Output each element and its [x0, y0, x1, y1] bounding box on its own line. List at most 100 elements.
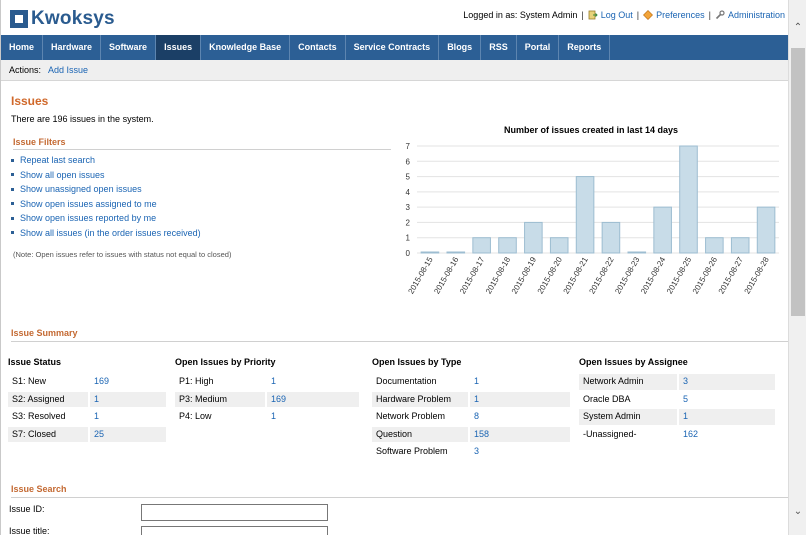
wrench-icon [715, 10, 725, 20]
priority-label: P1: High [179, 376, 214, 386]
separator: | [708, 10, 711, 20]
status-count-link[interactable]: 169 [94, 376, 110, 386]
bullet-icon [11, 187, 14, 191]
scroll-down-icon[interactable]: ⌄ [793, 506, 803, 517]
nav-blogs[interactable]: Blogs [439, 35, 482, 60]
priority-heading: Open Issues by Priority [175, 357, 276, 367]
type-column: Open Issues by Type Documentation 1 Hardw… [372, 357, 572, 461]
issue-id-input[interactable] [141, 504, 328, 521]
status-count-link[interactable]: 1 [90, 391, 166, 407]
status-row: S3: Resolved 1 [8, 408, 168, 426]
administration-link[interactable]: Administration [727, 10, 785, 20]
chart-title: Number of issues created in last 14 days [504, 125, 678, 135]
status-label: S1: New [12, 376, 47, 386]
nav-knowledge-base[interactable]: Knowledge Base [201, 35, 291, 60]
priority-label: P3: Medium [175, 391, 265, 407]
type-count-link[interactable]: 158 [470, 426, 570, 442]
issue-title-label: Issue title: [9, 526, 50, 535]
x-tick-label: 2015-08-27 [717, 255, 746, 295]
status-label: S7: Closed [8, 426, 88, 442]
priority-count-link[interactable]: 1 [271, 411, 277, 421]
type-count-link[interactable]: 3 [474, 446, 480, 456]
assignee-label: Oracle DBA [583, 393, 631, 404]
filter-assigned-to-me[interactable]: Show open issues assigned to me [20, 198, 157, 209]
issue-filters-list: Repeat last search Show all open issues … [11, 153, 201, 240]
issue-status-column: Issue Status S1: New 169 S2: Assigned 1 S3… [8, 357, 168, 443]
issue-summary-title: Issue Summary [11, 328, 789, 342]
preferences-link[interactable]: Preferences [656, 10, 705, 20]
assignee-count-link[interactable]: 5 [683, 393, 689, 404]
nav-issues[interactable]: Issues [156, 35, 202, 60]
assignee-count-link[interactable]: 3 [679, 374, 775, 390]
preferences-icon [643, 10, 654, 20]
filter-repeat-last-search[interactable]: Repeat last search [20, 155, 96, 165]
y-tick-label: 3 [406, 203, 411, 212]
filter-all-open[interactable]: Show all open issues [20, 169, 105, 180]
filter-unassigned-open[interactable]: Show unassigned open issues [20, 184, 142, 194]
nav-contacts[interactable]: Contacts [290, 35, 346, 60]
filter-reported-by-me[interactable]: Show open issues reported by me [20, 213, 157, 223]
filter-item: Show unassigned open issues [11, 182, 201, 197]
y-tick-label: 0 [406, 249, 411, 258]
kwoksys-logo[interactable]: Kwoksys [10, 8, 115, 30]
y-tick-label: 5 [406, 173, 411, 182]
type-count-link[interactable]: 1 [474, 376, 480, 386]
status-row: S1: New 169 [8, 373, 168, 391]
nav-hardware[interactable]: Hardware [43, 35, 102, 60]
assignee-row: Oracle DBA 5 [579, 391, 777, 409]
status-label: S2: Assigned [8, 391, 88, 407]
scrollbar-thumb[interactable] [791, 48, 805, 316]
status-row: S7: Closed 25 [8, 426, 168, 444]
chart-y-axis: 0 1 2 3 4 5 6 7 [406, 142, 411, 258]
actions-label: Actions: [9, 65, 42, 75]
assignee-heading: Open Issues by Assignee [579, 357, 688, 367]
nav-portal[interactable]: Portal [517, 35, 560, 60]
assignee-row: -Unassigned- 162 [579, 426, 777, 444]
nav-rss[interactable]: RSS [481, 35, 517, 60]
chart-bar [420, 251, 440, 254]
x-tick-label: 2015-08-17 [458, 255, 487, 295]
logo-icon [10, 10, 28, 28]
scroll-up-icon[interactable]: ⌃ [793, 22, 803, 33]
page-frame: Kwoksys Logged in as: System Admin | Log… [0, 0, 789, 535]
status-count-link[interactable]: 25 [90, 426, 166, 442]
logout-link[interactable]: Log Out [600, 10, 633, 20]
type-label: Documentation [376, 376, 437, 386]
separator: | [636, 10, 640, 20]
priority-count-link[interactable]: 1 [271, 376, 277, 386]
x-tick-label: 2015-08-21 [562, 255, 591, 295]
nav-service-contracts[interactable]: Service Contracts [346, 35, 440, 60]
main-nav: Home Hardware Software Issues Knowledge … [1, 35, 789, 60]
nav-software[interactable]: Software [101, 35, 157, 60]
issue-status-heading: Issue Status [8, 357, 62, 367]
y-tick-label: 7 [406, 142, 411, 151]
type-label: Question [372, 426, 468, 442]
x-tick-label: 2015-08-15 [406, 255, 435, 295]
status-count-link[interactable]: 1 [94, 411, 100, 421]
x-tick-label: 2015-08-23 [613, 255, 642, 295]
type-heading: Open Issues by Type [372, 357, 462, 367]
type-count-link[interactable]: 1 [470, 391, 570, 407]
issue-title-input[interactable] [141, 526, 328, 535]
type-count-link[interactable]: 8 [474, 411, 480, 421]
vertical-scrollbar[interactable]: ⌃ ⌄ [788, 0, 806, 535]
bullet-icon [11, 231, 14, 235]
priority-count-link[interactable]: 169 [267, 391, 359, 407]
chart-bar [446, 251, 466, 254]
filter-all-issues[interactable]: Show all issues (in the order issues rec… [20, 227, 201, 238]
status-label: S3: Resolved [12, 411, 66, 421]
assignee-count-link[interactable]: 1 [679, 409, 775, 425]
chart-grid [417, 145, 779, 254]
assignee-row: System Admin 1 [579, 408, 777, 426]
add-issue-link[interactable]: Add Issue [48, 65, 89, 75]
chart-bar [472, 237, 491, 254]
page-title: Issues [11, 94, 49, 108]
status-row: S2: Assigned 1 [8, 391, 168, 409]
nav-home[interactable]: Home [1, 35, 44, 60]
issue-id-label: Issue ID: [9, 504, 45, 514]
chart-bar [549, 237, 569, 254]
y-tick-label: 2 [406, 218, 411, 227]
issue-count-text: There are 196 issues in the system. [11, 114, 154, 124]
assignee-count-link[interactable]: 162 [683, 428, 699, 439]
nav-reports[interactable]: Reports [559, 35, 611, 60]
